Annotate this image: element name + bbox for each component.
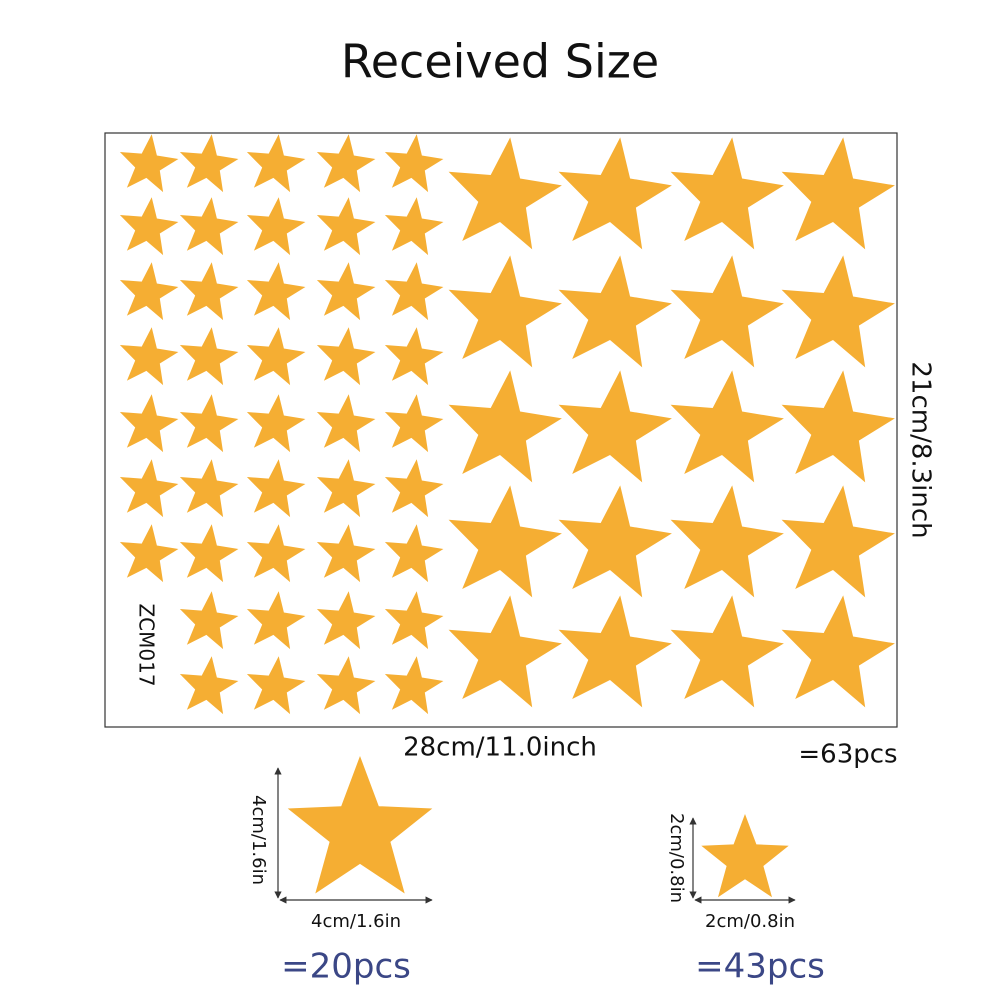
- small-height: 2cm/0.8in: [666, 813, 687, 903]
- title: Received Size: [341, 35, 659, 89]
- star: [448, 255, 562, 368]
- star: [119, 262, 179, 321]
- star: [246, 459, 306, 518]
- star: [179, 327, 239, 386]
- star: [316, 394, 376, 453]
- star: [558, 595, 672, 708]
- small-count: =43pcs: [695, 947, 825, 987]
- star: [316, 262, 376, 321]
- sheet-total: =63pcs: [798, 740, 897, 770]
- star: [119, 459, 179, 518]
- star: [558, 137, 672, 250]
- star: [246, 524, 306, 583]
- star: [781, 370, 895, 483]
- stars: [119, 134, 895, 898]
- star: [558, 370, 672, 483]
- star: [119, 197, 179, 256]
- star: [316, 327, 376, 386]
- large-count: =20pcs: [281, 947, 411, 987]
- star: [384, 197, 444, 256]
- star: [179, 591, 239, 650]
- sheet-outline: [104, 132, 898, 728]
- star: [670, 595, 784, 708]
- star: [448, 595, 562, 708]
- star: [384, 262, 444, 321]
- star: [119, 134, 179, 193]
- star: [316, 524, 376, 583]
- star: [384, 656, 444, 715]
- star: [670, 137, 784, 250]
- large-width: 4cm/1.6in: [311, 911, 401, 932]
- star: [384, 134, 444, 193]
- star: [246, 327, 306, 386]
- star: [384, 524, 444, 583]
- star: [246, 262, 306, 321]
- star: [179, 656, 239, 715]
- star: [384, 327, 444, 386]
- star: [119, 394, 179, 453]
- star: [448, 370, 562, 483]
- star: [781, 485, 895, 598]
- star: [316, 134, 376, 193]
- star: [316, 459, 376, 518]
- star: [316, 197, 376, 256]
- star: [179, 459, 239, 518]
- star: [670, 255, 784, 368]
- star: [558, 255, 672, 368]
- star: [701, 814, 789, 898]
- star: [246, 591, 306, 650]
- star: [384, 394, 444, 453]
- star: [670, 485, 784, 598]
- star: [179, 524, 239, 583]
- star: [384, 591, 444, 650]
- small-width: 2cm/0.8in: [705, 911, 795, 932]
- star: [670, 370, 784, 483]
- star: [287, 756, 433, 894]
- star: [246, 394, 306, 453]
- star: [384, 459, 444, 518]
- star: [119, 524, 179, 583]
- star: [781, 255, 895, 368]
- star: [119, 327, 179, 386]
- star: [448, 485, 562, 598]
- star: [246, 656, 306, 715]
- star: [781, 137, 895, 250]
- star: [179, 262, 239, 321]
- star: [781, 595, 895, 708]
- star: [179, 197, 239, 256]
- star: [179, 134, 239, 193]
- star: [316, 591, 376, 650]
- star: [316, 656, 376, 715]
- large-height: 4cm/1.6in: [248, 795, 269, 885]
- sheet-code: ZCM017: [135, 603, 159, 686]
- star: [246, 134, 306, 193]
- star: [179, 394, 239, 453]
- star: [558, 485, 672, 598]
- star: [448, 137, 562, 250]
- sheet-height: 21cm/8.3inch: [906, 361, 936, 538]
- sheet-width: 28cm/11.0inch: [403, 733, 597, 763]
- star: [246, 197, 306, 256]
